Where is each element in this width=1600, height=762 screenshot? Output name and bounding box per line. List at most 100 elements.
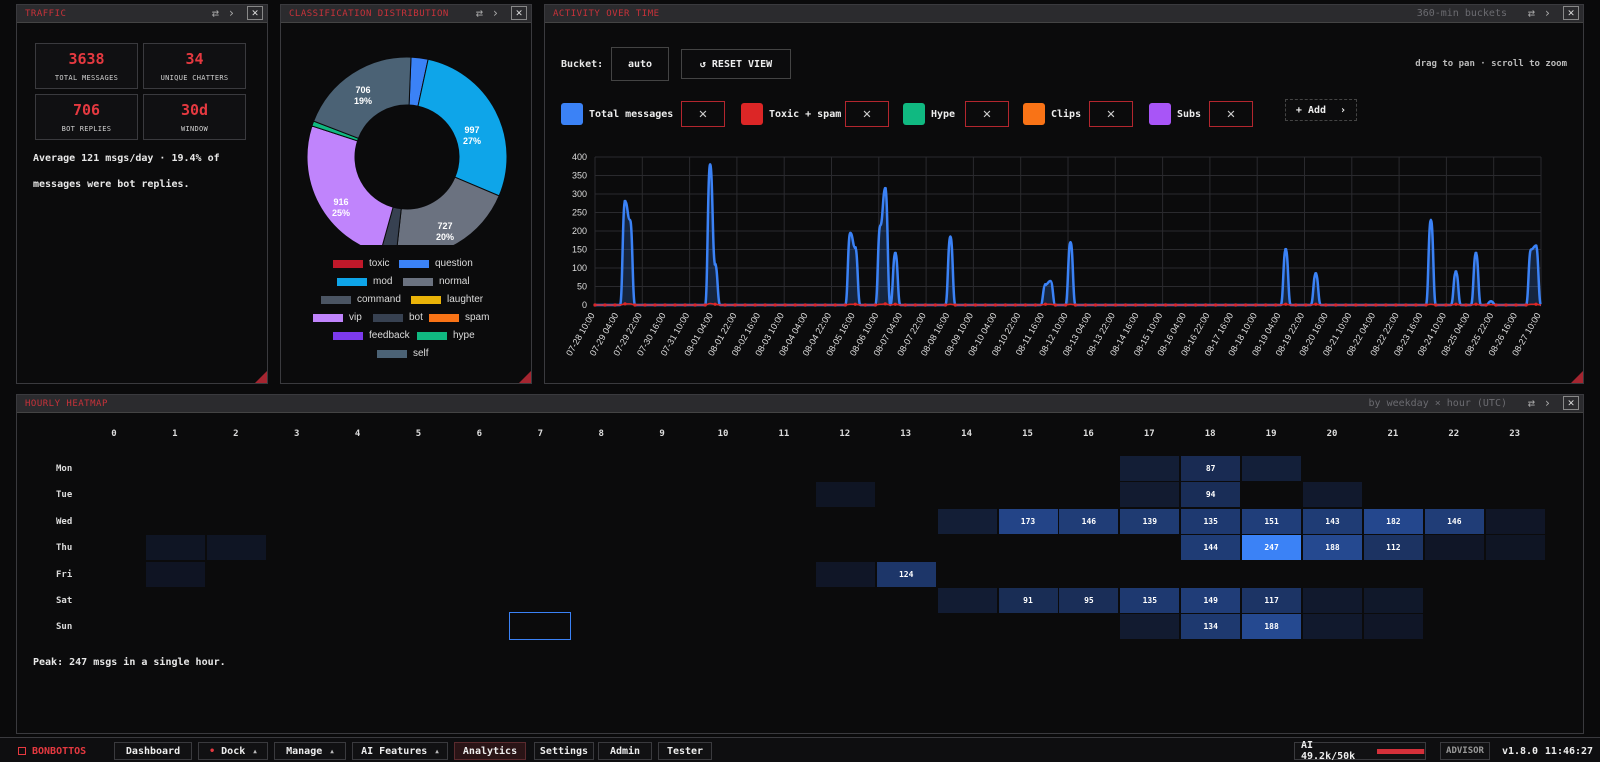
series-label[interactable]: Subs — [1177, 109, 1202, 120]
heatmap-cell[interactable] — [1363, 588, 1423, 613]
data-point[interactable] — [1214, 303, 1218, 307]
heatmap-cell[interactable]: 188 — [1303, 535, 1362, 561]
swap-icon[interactable]: ⇄ — [1527, 396, 1535, 410]
data-point[interactable] — [1043, 302, 1048, 306]
heatmap-cell[interactable] — [815, 561, 875, 587]
data-point[interactable] — [1424, 303, 1428, 307]
data-point[interactable] — [1254, 303, 1258, 307]
chevron-right-icon[interactable]: › — [491, 6, 499, 20]
data-point[interactable] — [1083, 303, 1088, 307]
heatmap-cell[interactable]: 144 — [1181, 535, 1241, 561]
resize-handle[interactable] — [519, 371, 531, 383]
taskbar-manage[interactable]: Manage ▲ — [274, 742, 346, 760]
data-point[interactable] — [1284, 247, 1288, 252]
data-point[interactable] — [1143, 303, 1148, 307]
remove-series-icon[interactable]: ✕ — [845, 101, 889, 127]
activity-titlebar[interactable]: ACTIVITY OVER TIME 360-min buckets ⇄ › ✕ — [545, 5, 1583, 23]
data-point[interactable] — [853, 302, 857, 306]
taskbar-ai-features[interactable]: AI Features ▲ — [352, 742, 448, 760]
heatmap-cell[interactable] — [1120, 482, 1180, 508]
heatmap-cell[interactable]: 124 — [876, 561, 936, 587]
data-point[interactable] — [1534, 302, 1538, 306]
data-point[interactable] — [1454, 302, 1458, 306]
heatmap-cell[interactable] — [1120, 614, 1180, 640]
series-label[interactable]: Toxic + spam — [769, 109, 842, 120]
swap-icon[interactable]: ⇄ — [211, 6, 219, 20]
data-point[interactable] — [1484, 303, 1488, 307]
bucket-select[interactable]: auto — [611, 47, 669, 81]
data-point[interactable] — [773, 303, 777, 307]
data-point[interactable] — [1023, 303, 1028, 307]
data-point[interactable] — [663, 303, 667, 307]
series-swatch[interactable] — [1023, 103, 1045, 125]
swap-icon[interactable]: ⇄ — [1527, 6, 1535, 20]
data-point[interactable] — [883, 302, 887, 306]
data-point[interactable] — [1334, 303, 1338, 307]
close-icon[interactable]: ✕ — [247, 6, 263, 20]
taskbar-settings[interactable]: Settings — [534, 742, 594, 760]
data-point[interactable] — [1234, 303, 1238, 307]
legend-item-feedback[interactable]: feedback — [333, 330, 410, 341]
data-point[interactable] — [1123, 303, 1128, 307]
data-point[interactable] — [763, 303, 767, 307]
taskbar-tester[interactable]: Tester — [658, 742, 712, 760]
data-point[interactable] — [1524, 303, 1528, 307]
data-point[interactable] — [1494, 303, 1498, 307]
advisor-button[interactable]: ADVISOR — [1440, 742, 1490, 760]
data-point[interactable] — [1474, 251, 1478, 255]
close-icon[interactable]: ✕ — [1563, 6, 1579, 20]
data-point[interactable] — [1274, 303, 1278, 307]
data-point[interactable] — [993, 303, 998, 307]
legend-item-self[interactable]: self — [377, 348, 429, 359]
data-point[interactable] — [733, 303, 737, 307]
data-point[interactable] — [1404, 303, 1408, 307]
heatmap-cell[interactable]: 146 — [1059, 508, 1119, 534]
heatmap-cell[interactable] — [937, 588, 997, 613]
close-icon[interactable]: ✕ — [1563, 396, 1579, 410]
data-point[interactable] — [1204, 303, 1208, 307]
heatmap-cell[interactable] — [145, 535, 205, 561]
donut-slice-mod[interactable] — [417, 58, 508, 197]
data-point[interactable] — [1304, 303, 1308, 307]
data-point[interactable] — [863, 303, 867, 307]
data-point[interactable] — [943, 303, 947, 307]
heatmap-cell[interactable]: 117 — [1242, 588, 1302, 613]
data-point[interactable] — [853, 246, 857, 250]
chevron-right-icon[interactable]: › — [1543, 396, 1551, 410]
data-point[interactable] — [823, 303, 827, 307]
heatmap-titlebar[interactable]: HOURLY HEATMAP by weekday × hour (UTC) ⇄… — [17, 395, 1583, 413]
data-point[interactable] — [983, 303, 988, 307]
close-icon[interactable]: ✕ — [511, 6, 527, 20]
series-swatch[interactable] — [903, 103, 925, 125]
chevron-right-icon[interactable]: › — [1543, 6, 1551, 20]
data-point[interactable] — [783, 303, 787, 307]
data-point[interactable] — [1294, 303, 1298, 307]
heatmap-cell[interactable] — [1485, 535, 1545, 561]
series-swatch[interactable] — [741, 103, 763, 125]
data-point[interactable] — [973, 303, 978, 307]
heatmap-cell[interactable] — [1120, 456, 1180, 481]
data-point[interactable] — [933, 303, 937, 307]
data-point[interactable] — [1464, 303, 1468, 307]
data-point[interactable] — [723, 303, 727, 307]
data-point[interactable] — [1284, 302, 1288, 306]
data-point[interactable] — [713, 262, 717, 266]
heatmap-cell[interactable]: 95 — [1059, 588, 1119, 613]
heatmap-cell[interactable]: 135 — [1120, 588, 1180, 613]
data-point[interactable] — [803, 303, 807, 307]
heatmap-cell[interactable]: 143 — [1303, 508, 1362, 534]
remove-series-icon[interactable]: ✕ — [965, 101, 1009, 127]
remove-series-icon[interactable]: ✕ — [681, 101, 725, 127]
data-point[interactable] — [683, 303, 687, 307]
legend-item-bot[interactable]: bot — [373, 312, 423, 323]
data-point[interactable] — [1053, 303, 1058, 307]
data-point[interactable] — [743, 303, 747, 307]
series-label[interactable]: Total messages — [589, 109, 674, 120]
data-point[interactable] — [1073, 303, 1078, 307]
legend-item-question[interactable]: question — [399, 258, 473, 269]
data-point[interactable] — [603, 303, 607, 307]
data-point[interactable] — [953, 303, 957, 307]
series-swatch[interactable] — [561, 103, 583, 125]
heatmap-cell[interactable] — [1363, 614, 1423, 640]
data-point[interactable] — [633, 303, 637, 307]
